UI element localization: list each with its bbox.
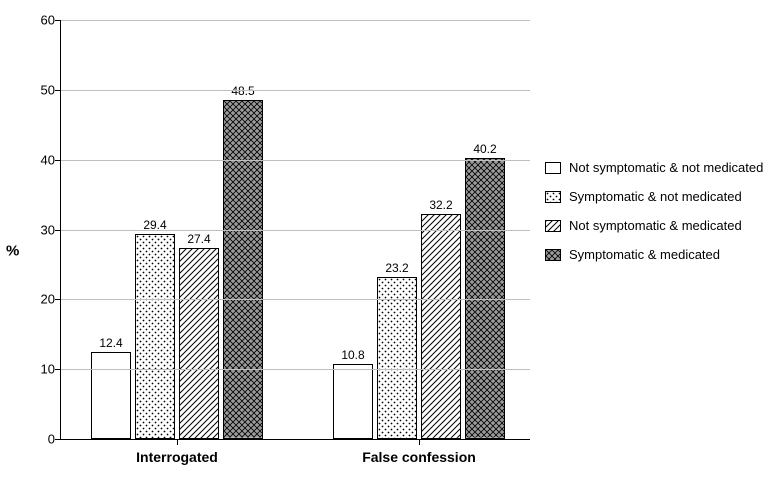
legend-swatch: [545, 249, 561, 261]
bar-value-label: 32.2: [429, 198, 452, 215]
legend-label: Symptomatic & not medicated: [569, 189, 742, 204]
legend-swatch: [545, 162, 561, 174]
y-tick-label: 0: [48, 432, 61, 447]
legend-item: Symptomatic & not medicated: [545, 189, 765, 204]
x-tick-mark: [177, 439, 178, 445]
bar-value-label: 40.2: [473, 142, 496, 159]
bar: 10.8: [333, 364, 373, 439]
bar-value-label: 12.4: [99, 336, 122, 353]
y-tick-label: 10: [41, 362, 61, 377]
y-axis-label: %: [6, 242, 19, 259]
bar: 32.2: [421, 214, 461, 439]
bar-value-label: 10.8: [341, 348, 364, 365]
bar-value-label: 48.5: [231, 84, 254, 101]
bar-value-label: 27.4: [187, 232, 210, 249]
bar-value-label: 23.2: [385, 261, 408, 278]
chart-container: % 12.429.427.448.510.823.232.240.2 01020…: [0, 0, 771, 501]
bar: 23.2: [377, 277, 417, 439]
y-tick-label: 50: [41, 82, 61, 97]
gridline: [61, 230, 530, 231]
y-tick-label: 40: [41, 152, 61, 167]
gridline: [61, 90, 530, 91]
legend-label: Not symptomatic & not medicated: [569, 160, 763, 175]
legend-swatch: [545, 191, 561, 203]
bar: 12.4: [91, 352, 131, 439]
gridline: [61, 299, 530, 300]
x-tick-mark: [419, 439, 420, 445]
bar-value-label: 29.4: [143, 218, 166, 235]
legend-swatch: [545, 220, 561, 232]
gridline: [61, 369, 530, 370]
y-tick-label: 30: [41, 222, 61, 237]
legend-label: Not symptomatic & medicated: [569, 218, 742, 233]
bar: 27.4: [179, 248, 219, 439]
legend-item: Not symptomatic & medicated: [545, 218, 765, 233]
legend-item: Not symptomatic & not medicated: [545, 160, 765, 175]
legend-item: Symptomatic & medicated: [545, 247, 765, 262]
gridline: [61, 160, 530, 161]
y-tick-label: 20: [41, 292, 61, 307]
y-tick-label: 60: [41, 13, 61, 28]
bar: 29.4: [135, 234, 175, 439]
gridline: [61, 20, 530, 21]
bar: 48.5: [223, 100, 263, 439]
legend-label: Symptomatic & medicated: [569, 247, 720, 262]
plot-area: 12.429.427.448.510.823.232.240.2 0102030…: [60, 20, 530, 440]
legend: Not symptomatic & not medicated Symptomat…: [545, 160, 765, 276]
